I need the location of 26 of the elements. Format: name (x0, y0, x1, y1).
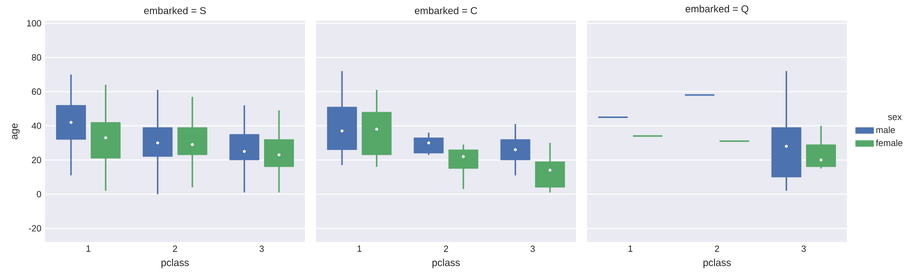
y-tick-label: 20 (32, 156, 42, 164)
y-tick-label: -20 (28, 225, 42, 232)
chart-title: embarked = Q (686, 5, 748, 14)
x-axis-title: pclass (432, 258, 460, 268)
x-axis-title: pclass (161, 258, 189, 268)
x-tick-label: 1 (86, 246, 90, 252)
legend-label: female (876, 140, 902, 146)
x-tick-label: 1 (358, 246, 362, 252)
y-tick-label: 40 (32, 122, 42, 129)
chart-title: embarked = C (414, 6, 478, 14)
y-tick-label: 60 (32, 88, 42, 95)
x-tick-label: 2 (714, 246, 720, 252)
x-tick-label: 3 (530, 246, 535, 252)
x-tick-label: 3 (260, 246, 264, 252)
legend-label: male (876, 126, 895, 134)
y-tick-label: 100 (27, 20, 42, 26)
x-tick-label: 3 (802, 246, 806, 252)
x-axis-title: pclass (703, 258, 731, 268)
x-tick-label: 1 (628, 246, 632, 252)
y-axis-title: age (12, 123, 20, 140)
legend-title: sex (888, 115, 902, 120)
y-tick-label: 80 (32, 54, 42, 61)
x-tick-label: 2 (444, 246, 448, 252)
x-tick-label: 2 (172, 246, 178, 252)
y-tick-label: 0 (36, 190, 42, 198)
chart-title: embarked = S (144, 6, 206, 14)
